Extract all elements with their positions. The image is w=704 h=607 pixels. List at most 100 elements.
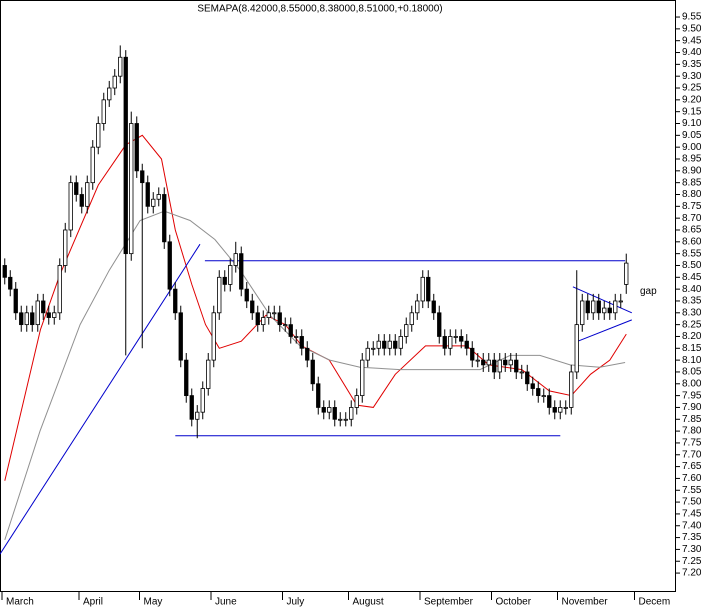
candle-body <box>371 347 376 350</box>
candle-body <box>376 340 381 349</box>
y-tick-label: 9.15 <box>682 106 702 117</box>
candle-body <box>558 407 563 413</box>
candle-body <box>426 276 431 302</box>
candle-body <box>211 312 216 361</box>
candle-body <box>74 182 79 195</box>
trend-line <box>577 319 632 342</box>
y-tick-label: 9.40 <box>682 47 702 58</box>
candle-body <box>607 307 612 314</box>
x-tick-label: August <box>353 597 384 607</box>
candle-body <box>321 407 326 413</box>
candle-body <box>294 336 299 338</box>
y-tick-label: 8.70 <box>682 213 702 224</box>
candle-body <box>189 395 194 420</box>
moving-average <box>4 134 627 481</box>
candle-body <box>470 347 475 361</box>
candle-body <box>217 276 222 314</box>
x-tick-label: April <box>83 597 103 607</box>
candle-body <box>338 418 343 421</box>
candle-body <box>52 312 57 318</box>
candle-body <box>437 312 442 337</box>
candle-body <box>239 253 244 290</box>
x-tick-label: September <box>424 597 474 607</box>
candle-body <box>563 407 568 409</box>
y-tick-label: 7.50 <box>682 497 702 508</box>
candle-body <box>46 312 51 318</box>
annotation: gap <box>640 286 657 297</box>
y-tick-label: 8.30 <box>682 307 702 318</box>
candle-body <box>349 407 354 420</box>
y-tick-label: 9.30 <box>682 71 702 82</box>
candle-body <box>464 340 469 349</box>
candle-body <box>255 312 260 326</box>
y-tick-label: 7.60 <box>682 473 702 484</box>
y-tick-label: 7.45 <box>682 509 702 520</box>
x-tick-label: May <box>144 597 163 607</box>
plot-frame <box>0 0 676 592</box>
candle-body <box>41 300 46 314</box>
y-tick-label: 9.50 <box>682 24 702 35</box>
candle-body <box>420 276 425 302</box>
candle-body <box>85 182 90 207</box>
y-tick-label: 8.55 <box>682 248 702 259</box>
candle-body <box>195 411 200 420</box>
candle-body <box>35 300 40 326</box>
candle-body <box>184 359 189 397</box>
candle-body <box>305 347 310 361</box>
x-tick-label: July <box>287 597 305 607</box>
y-tick-label: 8.05 <box>682 367 702 378</box>
candle-body <box>13 288 18 314</box>
y-tick-label: 8.65 <box>682 225 702 236</box>
candle-body <box>134 123 139 172</box>
y-tick-label: 7.20 <box>682 568 702 579</box>
candle-body <box>145 182 150 207</box>
candle-body <box>19 312 24 326</box>
y-tick-label: 8.45 <box>682 272 702 283</box>
candle-body <box>206 359 211 389</box>
candle-body <box>30 312 35 326</box>
candle-body <box>112 75 117 89</box>
candle-body <box>24 312 29 326</box>
x-tick-label: October <box>496 597 532 607</box>
candle-body <box>272 312 277 315</box>
candle-body <box>101 99 106 124</box>
candle-body <box>596 300 601 314</box>
candle-body <box>541 395 546 398</box>
y-tick-label: 7.80 <box>682 426 702 437</box>
candle-body <box>409 312 414 326</box>
candle-body <box>129 123 134 255</box>
candle-body <box>508 359 513 366</box>
candle-body <box>332 407 337 420</box>
candle-body <box>365 347 370 361</box>
trend-line <box>0 243 201 555</box>
y-tick-label: 7.70 <box>682 449 702 460</box>
candle-body <box>107 87 112 101</box>
x-tick-label: June <box>215 597 237 607</box>
candle-body <box>354 395 359 408</box>
y-tick-label: 7.95 <box>682 390 702 401</box>
candle-body <box>475 359 480 362</box>
candle-body <box>57 265 62 314</box>
candle-body <box>591 300 596 314</box>
y-tick-label: 8.90 <box>682 165 702 176</box>
candle-body <box>547 395 552 408</box>
candle-body <box>442 336 447 349</box>
candle-body <box>514 359 519 373</box>
y-tick-label: 7.75 <box>682 438 702 449</box>
candle-body <box>118 56 123 77</box>
candle-body <box>233 253 238 266</box>
x-tick-label: Decem <box>639 597 671 607</box>
y-tick-label: 8.35 <box>682 296 702 307</box>
candle-body <box>79 194 84 207</box>
candle-body <box>580 300 585 326</box>
candle-body <box>574 324 579 373</box>
y-tick-label: 7.55 <box>682 485 702 496</box>
candle-body <box>618 300 623 303</box>
candle-body <box>250 300 255 314</box>
y-tick-label: 8.10 <box>682 355 702 366</box>
candle-body <box>261 317 266 326</box>
candle-body <box>288 324 293 337</box>
candle-body <box>244 288 249 302</box>
candle-body <box>222 276 227 285</box>
y-tick-label: 9.55 <box>682 12 702 23</box>
